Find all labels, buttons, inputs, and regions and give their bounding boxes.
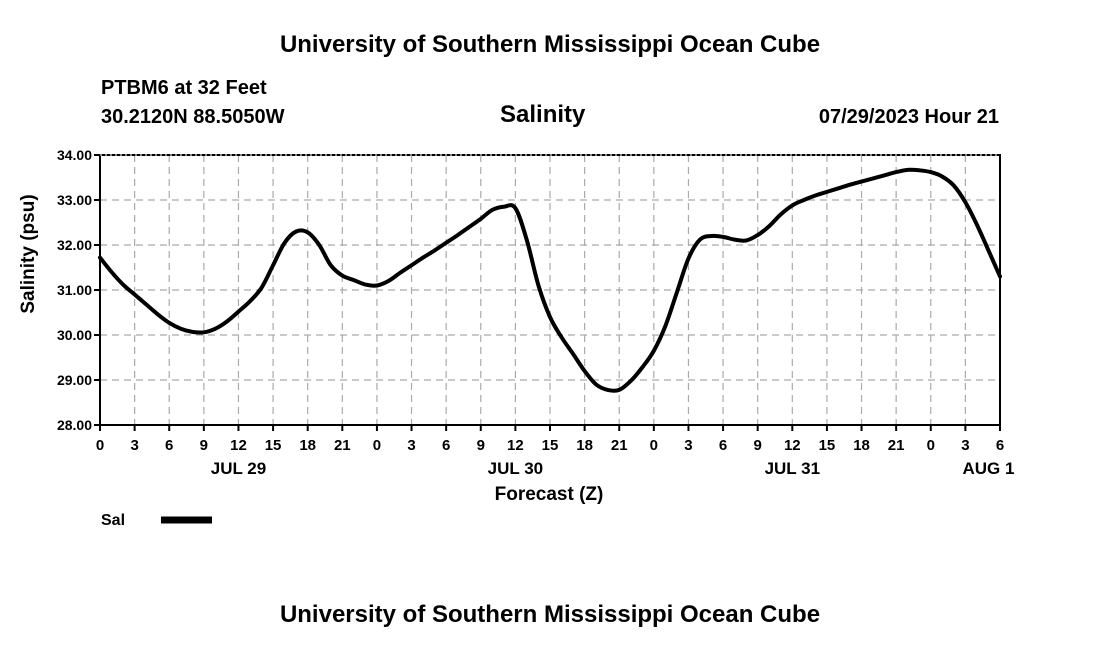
- x-tick-label: 0: [96, 437, 104, 454]
- x-tick-label: 21: [888, 437, 905, 454]
- title-bottom: University of Southern Mississippi Ocean…: [279, 601, 821, 628]
- y-tick-label: 33.00: [57, 192, 92, 208]
- day-labels: JUL 29 JUL 30 JUL 31 AUG 1: [211, 459, 1015, 478]
- day-label: JUL 31: [765, 459, 820, 478]
- x-tick-label: 18: [853, 437, 870, 454]
- x-tick-label: 0: [650, 437, 658, 454]
- day-label: JUL 30: [488, 459, 543, 478]
- y-tick-label: 28.00: [57, 417, 92, 433]
- x-tick-label: 3: [130, 437, 138, 454]
- x-tick-label: 9: [754, 437, 762, 454]
- y-axis-label: Salinity (psu): [18, 194, 39, 313]
- x-tick-label: 12: [507, 437, 524, 454]
- x-tick-label: 6: [719, 437, 727, 454]
- chart-title: Salinity: [500, 101, 586, 128]
- y-tick-label: 31.00: [57, 282, 92, 298]
- x-tick-label: 12: [784, 437, 801, 454]
- grid-lines: [100, 155, 1000, 425]
- x-tick-label: 0: [373, 437, 381, 454]
- x-tick-label: 12: [230, 437, 247, 454]
- title-top: University of Southern Mississippi Ocean…: [279, 31, 821, 58]
- day-label: AUG 1: [962, 459, 1014, 478]
- x-tick-label: 18: [299, 437, 316, 454]
- y-tick-label: 30.00: [57, 327, 92, 343]
- x-tick-label: 9: [200, 437, 208, 454]
- tick-marks: [94, 154, 1001, 431]
- y-tick-label: 29.00: [57, 372, 92, 388]
- x-tick-label: 6: [996, 437, 1004, 454]
- x-tick-label: 21: [611, 437, 628, 454]
- station-label: PTBM6 at 32 Feet: [101, 77, 267, 99]
- x-tick-label: 15: [542, 437, 559, 454]
- x-tick-label: 6: [442, 437, 450, 454]
- x-tick-label: 3: [961, 437, 969, 454]
- series-line-sal: [98, 167, 1002, 393]
- x-tick-label: 0: [927, 437, 935, 454]
- x-tick-label: 18: [576, 437, 593, 454]
- y-tick-label: 32.00: [57, 237, 92, 253]
- day-label: JUL 29: [211, 459, 266, 478]
- x-axis-label: Forecast (Z): [495, 484, 604, 505]
- x-tick-label: 3: [684, 437, 692, 454]
- x-tick-labels: 0 3 6 9 12 15 18 21 0 3 6 9 12 15 18 21 0 3 6 9 12 15 18 21 0 3 6: [96, 437, 1004, 454]
- x-tick-label: 9: [477, 437, 485, 454]
- x-tick-label: 15: [819, 437, 836, 454]
- x-tick-label: 3: [407, 437, 415, 454]
- legend-label-sal: Sal: [101, 512, 125, 529]
- x-tick-label: 15: [265, 437, 282, 454]
- x-tick-label: 21: [334, 437, 351, 454]
- datetime: 07/29/2023 Hour 21: [818, 106, 999, 128]
- coordinates: 30.2120N 88.5050W: [101, 106, 285, 128]
- x-tick-label: 6: [165, 437, 173, 454]
- y-tick-label: 34.00: [57, 147, 92, 163]
- y-tick-labels: 28.00 29.00 30.00 31.00 32.00 33.00 34.00: [57, 147, 92, 433]
